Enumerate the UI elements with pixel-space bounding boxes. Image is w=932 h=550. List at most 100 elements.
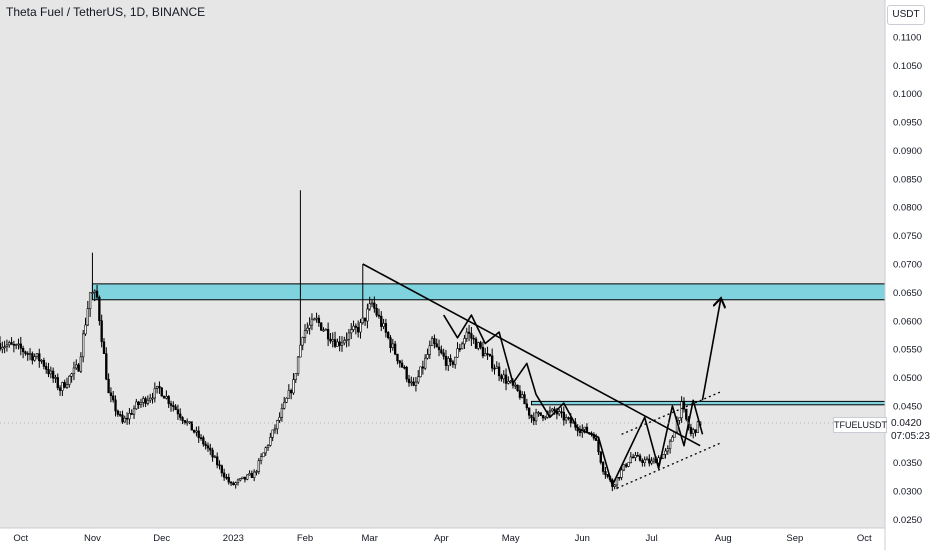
candle-body	[454, 356, 457, 365]
price-axis[interactable]: 0.11500.11000.10500.10000.09500.09000.08…	[893, 4, 922, 526]
candle-body	[666, 448, 669, 452]
candle-body	[299, 344, 302, 358]
candle-body	[19, 343, 22, 349]
candle-body	[451, 361, 455, 365]
candle-body	[440, 349, 443, 354]
candle-body	[264, 447, 267, 454]
candle-body	[33, 356, 36, 361]
candle-body	[232, 482, 235, 485]
candle-body	[481, 347, 485, 357]
time-tick-label: Apr	[434, 533, 449, 544]
candle-body	[158, 385, 161, 389]
candle-body	[558, 411, 561, 415]
candle-body	[10, 342, 13, 345]
candle-body	[333, 339, 337, 347]
time-axis[interactable]: Oct Nov Dec 2023 Feb Mar Apr May Jun Jul Aug Sep Oct	[13, 533, 872, 544]
candle-body	[336, 341, 339, 347]
price-tick-label: 0.1000	[893, 89, 922, 100]
time-tick-label: Aug	[715, 533, 732, 544]
candle-body	[216, 456, 219, 466]
candle-body	[564, 417, 568, 421]
candle-body	[317, 317, 321, 324]
candle-body	[65, 384, 69, 388]
candle-body	[696, 421, 699, 433]
resistance-zone	[530, 400, 886, 406]
candle-body	[35, 353, 39, 357]
candle-body	[47, 369, 50, 375]
candle-body	[289, 390, 293, 394]
candle-body	[551, 408, 554, 412]
currency-button[interactable]: USDT	[887, 5, 925, 25]
ticker-label: TFUELUSDT	[833, 417, 887, 433]
candle-body	[370, 302, 374, 305]
candle-body	[668, 440, 672, 450]
candle-body	[417, 376, 420, 383]
candle-body	[622, 464, 626, 471]
candle-body	[689, 427, 693, 434]
time-tick-label: Sep	[786, 533, 803, 544]
candle-body	[61, 382, 64, 391]
candle-body	[125, 417, 129, 420]
candle-body	[91, 292, 94, 294]
candle-body	[652, 458, 656, 462]
candle-body	[414, 381, 418, 386]
candle-body	[491, 355, 494, 369]
candle-body	[634, 455, 637, 458]
candle-body	[199, 437, 203, 439]
candle-body	[578, 430, 582, 433]
candle-body	[49, 370, 53, 375]
candle-body	[470, 333, 473, 339]
last-price-value: 0.0420	[891, 418, 922, 429]
candle-body	[301, 337, 304, 346]
candle-body	[361, 317, 364, 324]
candle-body	[419, 366, 422, 378]
candle-body	[532, 417, 535, 422]
candle-body	[502, 374, 505, 380]
candle-body	[641, 460, 644, 463]
candle-body	[527, 407, 531, 416]
candle-body	[601, 462, 605, 472]
candle-body	[137, 401, 140, 406]
candle-body	[384, 323, 388, 333]
candle-body	[537, 412, 540, 414]
candle-body	[167, 396, 170, 404]
candle-body	[294, 373, 297, 380]
time-tick-label: Dec	[153, 533, 170, 544]
candle-body	[407, 378, 411, 384]
candle-body	[645, 458, 649, 461]
time-tick-label: Jun	[575, 533, 590, 544]
candle-body	[625, 464, 628, 467]
candle-body	[197, 430, 200, 438]
candle-body	[393, 343, 397, 355]
candle-body	[56, 377, 59, 389]
candle-body	[218, 464, 221, 467]
candle-body	[678, 417, 681, 421]
candle-body	[308, 324, 311, 329]
candle-body	[363, 317, 367, 322]
candle-body	[356, 327, 360, 333]
candle-body	[650, 460, 653, 464]
candle-body	[102, 341, 106, 354]
candle-body	[694, 429, 697, 433]
candle-body	[121, 414, 124, 423]
time-tick-label: Oct	[857, 533, 872, 544]
time-tick-label: Oct	[13, 533, 28, 544]
candle-body	[359, 322, 362, 333]
candle-body	[569, 417, 572, 424]
candle-body	[24, 351, 27, 354]
candle-body	[604, 471, 607, 476]
candle-body	[72, 367, 76, 375]
candle-body	[112, 395, 115, 401]
candle-body	[343, 340, 346, 344]
candle-body	[518, 390, 522, 398]
candle-body	[229, 481, 233, 484]
candle-body	[213, 456, 217, 459]
candle-body	[84, 324, 87, 335]
candle-body	[387, 332, 390, 339]
candle-body	[70, 373, 73, 377]
candle-body	[643, 459, 646, 463]
candle-body	[484, 353, 487, 357]
candle-body	[493, 367, 496, 370]
